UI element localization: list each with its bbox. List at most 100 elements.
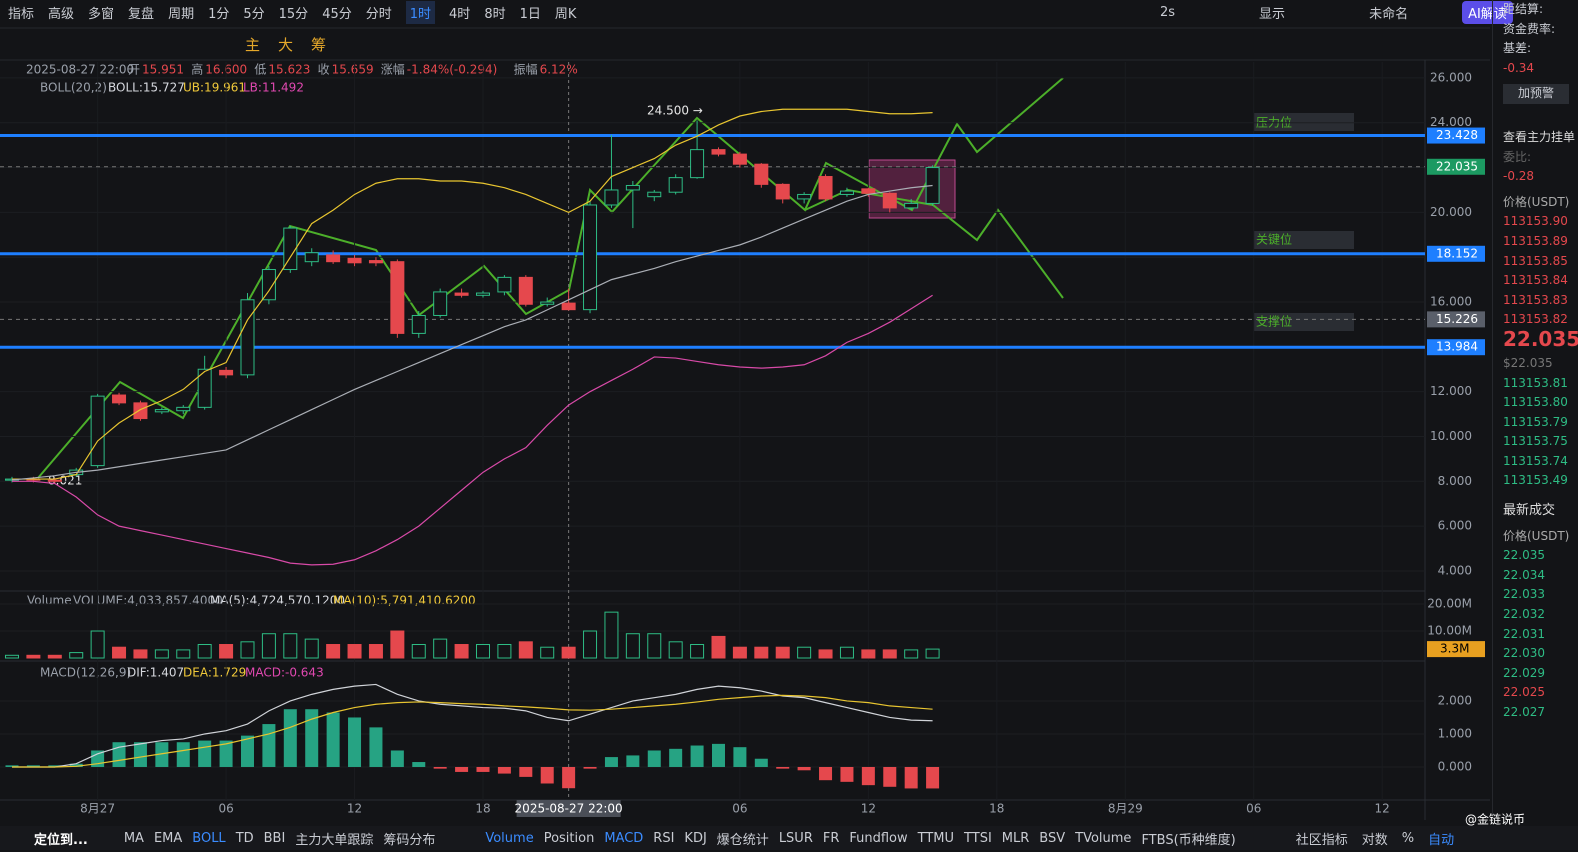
toolbar-item[interactable]: 8时 <box>484 6 506 22</box>
crosshair-box <box>516 800 621 817</box>
indicator-tab[interactable]: Fundflow <box>849 830 908 846</box>
trade-price: 22.032 <box>1503 607 1545 622</box>
macd-bar <box>5 765 19 767</box>
macd-bar <box>348 717 362 767</box>
toolbar-item[interactable]: 高级 <box>48 6 75 22</box>
toolbar-item[interactable]: 45分 <box>322 6 352 22</box>
candle-body <box>283 227 298 271</box>
toolbar-item[interactable]: 未命名 <box>1369 6 1409 22</box>
indicator-tab[interactable]: BBI <box>263 830 286 846</box>
indicator-tab[interactable]: TVolume <box>1075 830 1132 846</box>
candle-body <box>583 204 598 311</box>
draw-tool[interactable]: 主 <box>245 35 261 54</box>
candle-body <box>861 188 876 194</box>
indicator-tab[interactable]: LSUR <box>778 830 813 846</box>
toolbar-item[interactable]: 分时 <box>365 6 392 22</box>
indicator-tab[interactable]: 主力大单跟踪 <box>295 832 374 848</box>
toolbar-item[interactable]: 1时 <box>405 0 436 24</box>
indicator-tab[interactable]: Volume <box>485 830 534 846</box>
indicator-tab[interactable]: TTMU <box>917 830 955 846</box>
volume-bar <box>411 644 426 659</box>
candle-body <box>390 261 405 334</box>
indicator-tab[interactable]: BOLL <box>192 830 226 846</box>
bottom-right[interactable]: 对数 <box>1361 832 1388 848</box>
toolbar-item[interactable]: 多窗 <box>88 6 115 22</box>
bottom-right[interactable]: % <box>1401 830 1415 846</box>
candle-body <box>882 192 897 209</box>
ask-price: 113153.84 <box>1503 273 1568 288</box>
y-tick-label: 12.000 <box>1430 384 1472 398</box>
trade-price: 22.025 <box>1503 685 1545 700</box>
indicator-tab[interactable]: EMA <box>153 830 183 846</box>
draw-tool[interactable]: 大 <box>278 35 294 54</box>
toolbar-item[interactable]: 15分 <box>278 6 309 22</box>
indicator-tab[interactable]: TD <box>235 830 254 846</box>
volume-bar <box>390 630 405 659</box>
macd-bar <box>840 766 854 782</box>
indicator-tab[interactable]: RSI <box>653 830 675 846</box>
indicator-tab[interactable]: BSV <box>1039 830 1066 846</box>
boll-ub: UB:19.961 <box>183 81 246 95</box>
bottom-right[interactable]: 自动 <box>1428 832 1455 848</box>
candle-body <box>540 301 555 305</box>
candle-body <box>775 183 790 200</box>
boll-ub-line <box>11 108 933 480</box>
macd-bar <box>519 766 533 777</box>
candle-body <box>475 292 490 296</box>
indicator-tab[interactable]: MA <box>123 830 144 846</box>
level-box <box>1427 158 1485 175</box>
y-tick-label: 6.000 <box>1438 519 1472 533</box>
indicator-tab[interactable]: TTSI <box>964 830 992 846</box>
indicator-tab[interactable]: 筹码分布 <box>383 832 436 848</box>
indicator-tab[interactable]: MLR <box>1001 830 1030 846</box>
macd-bar <box>433 766 447 769</box>
toolbar-item[interactable]: 1分 <box>208 6 230 22</box>
macd-bar <box>690 745 704 767</box>
level-label: 15.226 <box>1436 312 1478 326</box>
indicator-tab[interactable]: 爆仓统计 <box>716 832 769 848</box>
bottom-right[interactable]: 社区指标 <box>1295 832 1348 848</box>
x-tick-label: 12 <box>1375 802 1390 816</box>
candle-body <box>561 302 576 311</box>
toolbar-item[interactable]: 指标 <box>8 6 35 22</box>
macd-bar <box>305 709 319 767</box>
candle-body <box>326 254 341 263</box>
info-low: 15.623 <box>268 63 310 77</box>
indicator-tab[interactable]: KDJ <box>684 830 707 846</box>
date: 2025-08-27 22:00 <box>26 63 134 77</box>
toolbar-item[interactable]: 复盘 <box>128 6 155 22</box>
indicator-tab[interactable]: MACD <box>604 830 644 846</box>
toolbar-item[interactable]: 周K <box>554 6 577 22</box>
y-tick-label: 16.000 <box>1430 295 1472 309</box>
dea: DEA:1.729 <box>183 666 246 680</box>
toolbar-item[interactable]: 2s <box>1160 4 1176 20</box>
toolbar-item[interactable]: 4时 <box>449 6 471 22</box>
macd-bar <box>369 727 383 767</box>
y-tick-label: 24.000 <box>1430 115 1472 129</box>
ask-price: 113153.83 <box>1503 292 1568 307</box>
vol-tick-label: 10.00M <box>1427 624 1472 638</box>
macd-tick-label: 0.000 <box>1438 759 1472 773</box>
volume-bar <box>176 649 191 659</box>
volume-bar <box>882 649 897 659</box>
toolbar-item[interactable]: AI解读 <box>1462 0 1513 24</box>
candle-body <box>604 189 619 206</box>
macd-bar <box>861 766 875 786</box>
locate[interactable]: 定位到... <box>34 832 88 848</box>
info-close_label: 收 <box>318 63 330 77</box>
volume-bar <box>818 649 833 659</box>
volume-bar <box>518 641 533 659</box>
toolbar-item[interactable]: 5分 <box>243 6 265 22</box>
ask-price: 113153.82 <box>1503 312 1568 327</box>
toolbar-item[interactable]: 1日 <box>519 6 541 22</box>
macd-bar <box>476 766 490 772</box>
draw-tool[interactable]: 筹 <box>311 35 327 54</box>
volume-bar <box>219 644 234 659</box>
toolbar-item[interactable]: 周期 <box>168 6 195 22</box>
macd-bar <box>455 766 469 772</box>
candle-body <box>497 276 512 293</box>
indicator-tab[interactable]: FTBS(币种维度) <box>1141 832 1236 848</box>
indicator-tab[interactable]: Position <box>543 830 595 846</box>
indicator-tab[interactable]: FR <box>822 830 840 846</box>
toolbar-item[interactable]: 显示 <box>1259 6 1286 22</box>
